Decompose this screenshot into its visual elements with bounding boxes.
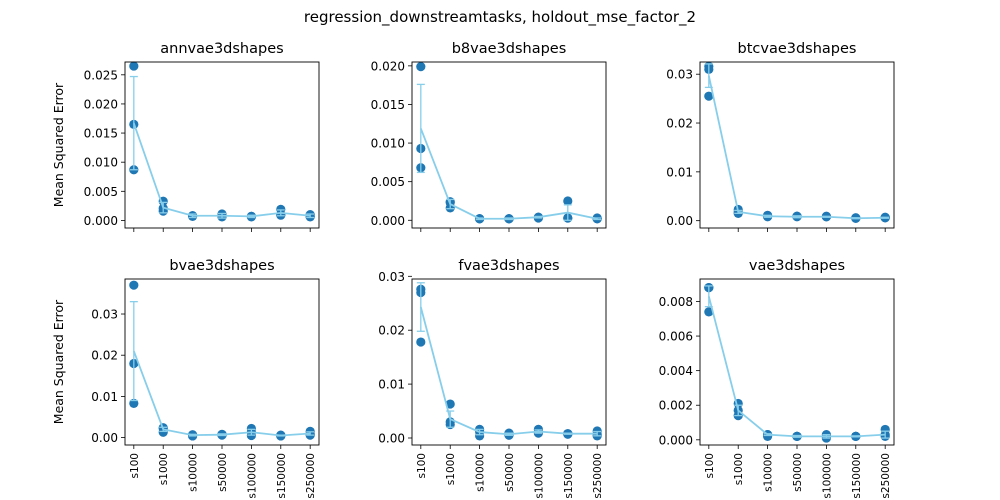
axes-frame <box>699 61 895 229</box>
data-point <box>416 337 426 347</box>
x-tick-label: s100000 <box>821 453 833 499</box>
x-tick-label: s100 <box>129 453 141 479</box>
axes-frame <box>411 61 607 229</box>
subplot-title: bvae3dshapes <box>169 258 274 274</box>
data-point <box>704 307 714 317</box>
y-axis-label: Mean Squared Error <box>51 299 66 424</box>
x-tick-label: s10000 <box>188 453 200 492</box>
y-tick-label: 0.02 <box>378 324 405 338</box>
y-tick-label: 0.010 <box>371 137 405 151</box>
x-tick-label: s50000 <box>792 453 804 492</box>
y-tick-label: 0.00 <box>91 431 118 445</box>
axes-frame <box>699 278 895 446</box>
y-axis-label: Mean Squared Error <box>51 82 66 207</box>
data-point <box>129 280 139 290</box>
subplot-title: annvae3dshapes <box>160 41 283 57</box>
x-tick-label: s1000 <box>445 453 457 485</box>
data-point <box>416 62 426 72</box>
axes-frame <box>124 61 320 229</box>
x-tick-label: s1000 <box>158 453 170 485</box>
y-tick-label: 0.01 <box>666 165 693 179</box>
x-tick-label: s100 <box>704 453 716 479</box>
y-tick-label: 0.004 <box>659 364 693 378</box>
y-tick-label: 0.03 <box>378 270 405 284</box>
x-tick-label: s150000 <box>276 453 288 499</box>
subplot-title: b8vae3dshapes <box>452 41 567 57</box>
y-tick-label: 0.008 <box>659 295 693 309</box>
x-tick-label: s100000 <box>533 453 545 499</box>
x-tick-label: s50000 <box>504 453 516 492</box>
mean-line <box>132 350 311 437</box>
axes-frame <box>411 278 607 446</box>
subplot-title: btcvae3dshapes <box>738 41 857 57</box>
y-tick-label: 0.01 <box>378 378 405 392</box>
subplot-title: fvae3dshapes <box>458 258 559 274</box>
x-tick-label: s250000 <box>305 453 317 499</box>
subplot-annvae3dshapes: annvae3dshapes Mean Squared Error 0.000 0.0… <box>51 41 320 232</box>
y-tick-label: 0.015 <box>371 98 405 112</box>
y-tick-label: 0.015 <box>84 127 118 141</box>
y-tick-label: 0.01 <box>91 390 118 404</box>
y-tick-label: 0.02 <box>91 349 118 363</box>
y-tick-label: 0.000 <box>371 214 405 228</box>
data-point <box>704 91 714 101</box>
y-tick-label: 0.002 <box>659 399 693 413</box>
data-point <box>563 196 573 206</box>
subplot-title: vae3dshapes <box>749 258 845 274</box>
y-tick-label: 0.00 <box>666 214 693 228</box>
x-tick-label: s250000 <box>592 453 604 499</box>
figure-suptitle: regression_downstreamtasks, holdout_mse_… <box>304 8 696 27</box>
subplot-b8vae3dshapes: b8vae3dshapes 0.000 0.005 0.010 0.015 0.020 <box>371 41 607 232</box>
mean-line <box>707 75 886 220</box>
y-tick-label: 0.005 <box>371 175 405 189</box>
mean-line <box>419 306 598 436</box>
x-tick-label: s50000 <box>217 453 229 492</box>
y-tick-label: 0.00 <box>378 431 405 445</box>
x-tick-label: s100 <box>416 453 428 479</box>
subplot-bvae3dshapes: bvae3dshapes Mean Squared Error 0.00 0.01 0.… <box>51 258 320 499</box>
y-tick-label: 0.03 <box>91 308 118 322</box>
y-tick-label: 0.006 <box>659 330 693 344</box>
y-tick-label: 0.025 <box>84 68 118 82</box>
y-tick-label: 0.000 <box>659 433 693 447</box>
x-tick-label: s150000 <box>563 453 575 499</box>
y-tick-label: 0.03 <box>666 68 693 82</box>
data-point <box>129 61 139 71</box>
subplot-fvae3dshapes: fvae3dshapes 0.00 0.01 0.02 0.03 s100 s1000 s10… <box>378 258 607 499</box>
y-tick-label: 0.020 <box>371 59 405 73</box>
x-tick-label: s250000 <box>880 453 892 499</box>
subplot-btcvae3dshapes: btcvae3dshapes 0.00 0.01 0.02 0.03 <box>666 41 895 232</box>
x-tick-label: s1000 <box>733 453 745 485</box>
y-tick-label: 0.02 <box>666 117 693 131</box>
y-tick-label: 0.010 <box>84 156 118 170</box>
y-tick-label: 0.005 <box>84 185 118 199</box>
x-tick-label: s10000 <box>475 453 487 492</box>
y-tick-label: 0.000 <box>84 214 118 228</box>
data-point <box>445 399 455 409</box>
subplot-vae3dshapes: vae3dshapes 0.000 0.002 0.004 0.006 0.008 s100… <box>659 258 895 499</box>
y-tick-label: 0.020 <box>84 97 118 111</box>
x-tick-label: s10000 <box>763 453 775 492</box>
x-tick-label: s150000 <box>851 453 863 499</box>
axes-frame <box>124 278 320 446</box>
subplot-grid: annvae3dshapes Mean Squared Error 0.000 0.0… <box>51 41 895 499</box>
x-tick-label: s100000 <box>246 453 258 499</box>
